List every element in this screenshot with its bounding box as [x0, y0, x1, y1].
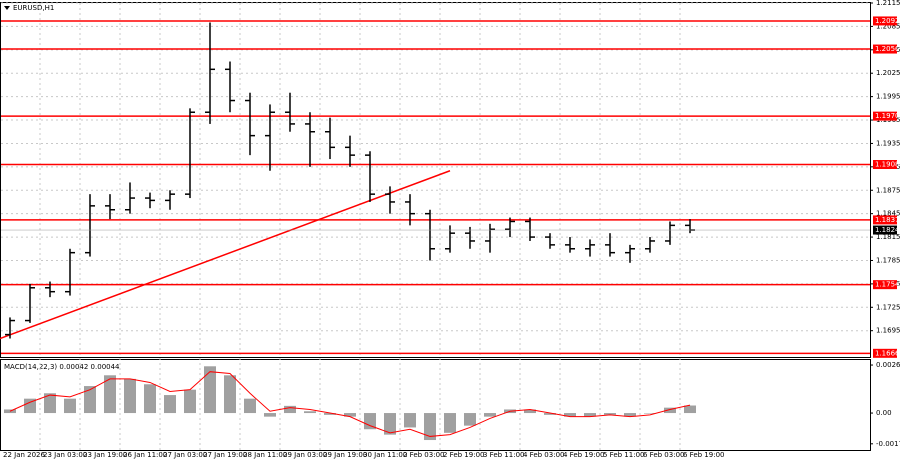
- level-tag: [873, 280, 897, 290]
- y-tick-label: 1.1995: [876, 93, 900, 101]
- y-tick-label: 1.1785: [876, 256, 900, 264]
- macd-bar: [584, 413, 596, 417]
- y-tick-label: 1.2115: [876, 0, 900, 7]
- x-tick-label: 4 Feb 19:00: [563, 451, 604, 459]
- macd-bar: [224, 375, 236, 414]
- macd-bar: [444, 413, 456, 433]
- macd-bar: [384, 413, 396, 435]
- macd-bar: [184, 389, 196, 414]
- y-tick-label: 1.2025: [876, 69, 900, 77]
- y-tick-label: 1.1815: [876, 233, 900, 241]
- macd-bar: [84, 386, 96, 414]
- level-tag: [873, 215, 897, 225]
- macd-bar: [564, 413, 576, 417]
- current-price-label: 1.1824: [875, 226, 900, 234]
- x-tick-label: 2 Feb 03:00: [403, 451, 444, 459]
- macd-bar: [64, 398, 76, 414]
- x-tick-label: 23 Jan 03:00: [43, 451, 87, 459]
- y-tick-label: 1.1875: [876, 186, 900, 194]
- macd-bar: [664, 407, 676, 414]
- level-label: 1.1754: [875, 281, 900, 289]
- level-label: 1.2056: [875, 45, 900, 53]
- level-label: 1.1666: [875, 349, 900, 357]
- y-tick-label: -0.00171: [876, 440, 900, 448]
- y-tick-label: 0.00267: [876, 361, 900, 369]
- current-price-tag: [873, 225, 897, 235]
- macd-bar: [24, 398, 36, 414]
- macd-frame: [0, 359, 871, 451]
- macd-bar: [324, 413, 336, 415]
- macd-bar: [524, 409, 536, 414]
- macd-bar: [464, 413, 476, 426]
- macd-bar: [144, 384, 156, 414]
- macd-bar: [364, 413, 376, 430]
- macd-bar: [544, 413, 556, 415]
- level-tag: [873, 111, 897, 121]
- chart-title: EURUSD,H1: [13, 4, 54, 12]
- macd-bar: [164, 395, 176, 414]
- macd-title: MACD(14,22,3) 0.00042 0.00044: [4, 363, 120, 371]
- level-label: 1.2092: [875, 17, 900, 25]
- y-tick-label: 1.2085: [876, 22, 900, 30]
- level-tag: [873, 16, 897, 26]
- macd-bar: [684, 405, 696, 414]
- x-tick-label: 6 Feb 03:00: [643, 451, 684, 459]
- x-tick-label: 27 Jan 19:00: [203, 451, 247, 459]
- y-tick-label: 1.1845: [876, 210, 900, 218]
- level-tag: [873, 348, 897, 358]
- signal-line: [9, 371, 691, 437]
- level-label: 1.1970: [875, 112, 900, 120]
- menu-icon[interactable]: [4, 6, 10, 10]
- x-tick-label: 26 Jan 11:00: [123, 451, 167, 459]
- x-tick-label: 22 Jan 2026: [3, 451, 46, 459]
- macd-bar: [404, 413, 416, 428]
- level-tag: [873, 44, 897, 54]
- level-label: 1.1908: [875, 161, 900, 169]
- macd-bar: [124, 378, 136, 414]
- macd-bar: [264, 413, 276, 417]
- macd-bar: [604, 413, 616, 415]
- y-tick-label: 0.00: [876, 409, 892, 417]
- macd-bar: [284, 405, 296, 414]
- x-tick-label: 29 Jan 19:00: [323, 451, 367, 459]
- x-tick-label: 3 Feb 11:00: [483, 451, 524, 459]
- level-label: 1.1837: [875, 216, 900, 224]
- macd-bar: [104, 375, 116, 414]
- macd-bar: [484, 413, 496, 417]
- x-tick-label: 4 Feb 03:00: [523, 451, 564, 459]
- x-tick-label: 29 Jan 03:00: [283, 451, 327, 459]
- x-tick-label: 5 Feb 11:00: [603, 451, 644, 459]
- y-tick-label: 1.1695: [876, 327, 900, 335]
- x-tick-label: 27 Jan 03:00: [163, 451, 207, 459]
- macd-bar: [304, 411, 316, 414]
- x-tick-label: 28 Jan 11:00: [243, 451, 287, 459]
- macd-bar: [204, 366, 216, 414]
- x-tick-label: 6 Feb 19:00: [683, 451, 724, 459]
- trendline: [0, 170, 451, 340]
- macd-bar: [44, 393, 56, 414]
- macd-bar: [244, 398, 256, 414]
- macd-bar: [624, 413, 636, 417]
- macd-bar: [424, 413, 436, 441]
- macd-bar: [644, 413, 656, 414]
- macd-bar: [344, 413, 356, 417]
- y-tick-label: 1.1935: [876, 139, 900, 147]
- level-tag: [873, 160, 897, 170]
- x-tick-label: 23 Jan 19:00: [83, 451, 127, 459]
- y-tick-label: 1.1725: [876, 303, 900, 311]
- price-frame: [0, 2, 871, 358]
- x-tick-label: 30 Jan 11:00: [363, 451, 407, 459]
- x-tick-label: 2 Feb 19:00: [443, 451, 484, 459]
